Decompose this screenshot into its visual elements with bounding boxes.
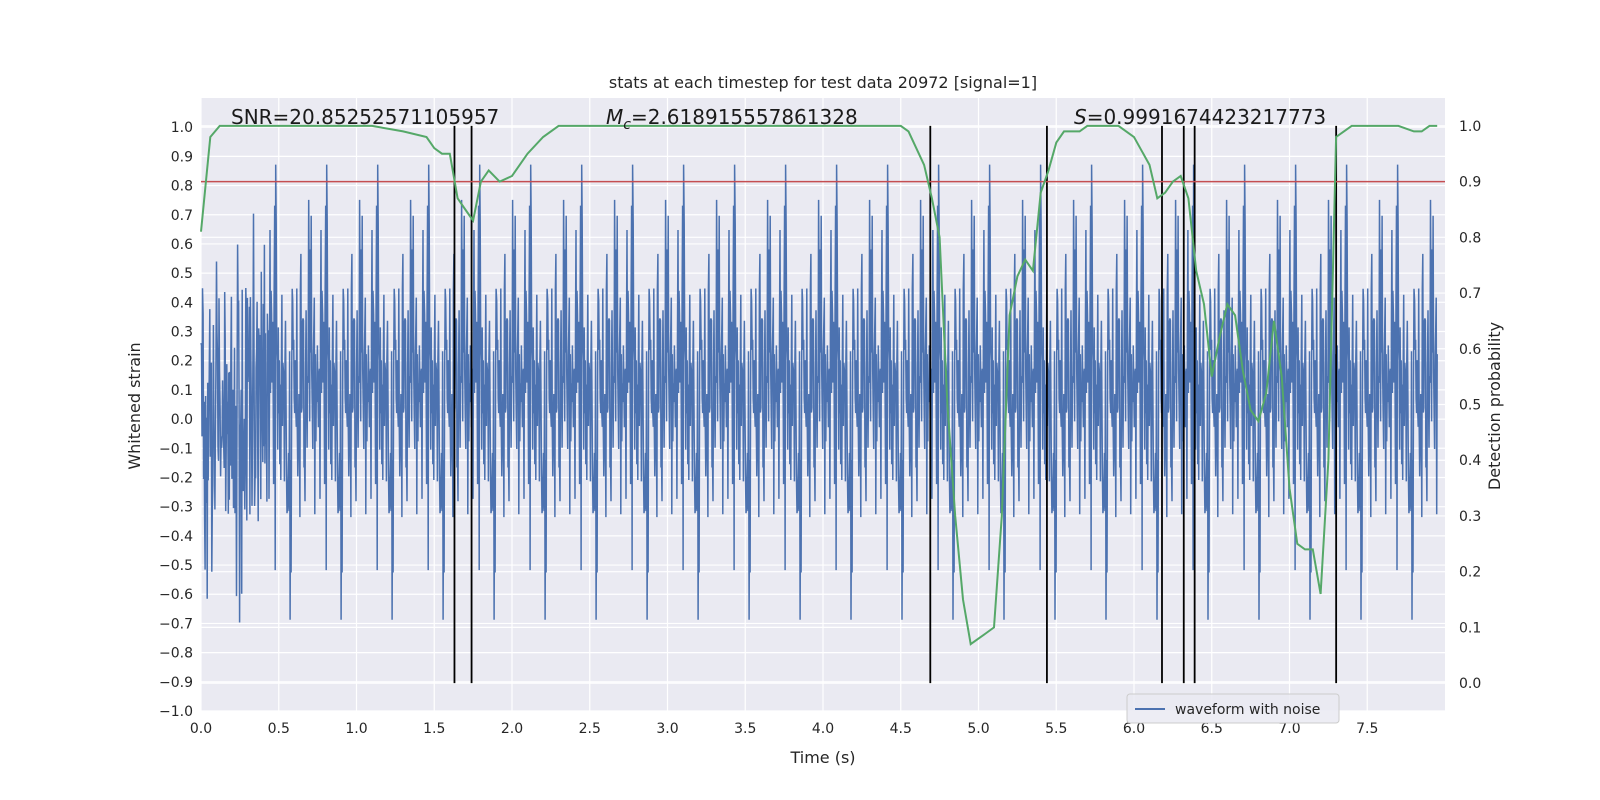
x-tick-label: 2.5 xyxy=(579,721,601,737)
y-tick-label: −0.4 xyxy=(159,529,193,545)
y2-ticks: 0.0 0.1 0.2 0.3 0.4 0.5 0.6 0.7 0.8 0.9 1.0 xyxy=(1459,119,1481,692)
x-tick-label: 2.0 xyxy=(501,721,523,737)
vertical-markers xyxy=(453,125,1338,684)
y-tick-label: 0.1 xyxy=(171,383,193,399)
x-tick-label: 4.0 xyxy=(812,721,834,737)
s-value: =0.9991674423217773 xyxy=(1087,105,1326,129)
y2-tick-label: 0.6 xyxy=(1459,342,1481,358)
s-annotation: S=0.9991674423217773 xyxy=(1074,105,1326,129)
x-tick-label: 6.0 xyxy=(1123,721,1145,737)
probability-series xyxy=(200,124,1438,646)
y-tick-label: −0.7 xyxy=(159,616,193,632)
y2-tick-label: 0.7 xyxy=(1459,286,1481,302)
y-tick-label: −0.8 xyxy=(159,646,193,662)
chart-title: stats at each timestep for test data 209… xyxy=(609,73,1037,92)
x-tick-label: 5.0 xyxy=(967,721,989,737)
snr-annotation: SNR=20.85252571105957 xyxy=(231,105,499,129)
x-tick-label: 0.5 xyxy=(268,721,290,737)
y-tick-label: 1.0 xyxy=(171,120,193,136)
x-tick-label: 7.0 xyxy=(1278,721,1300,737)
y2-tick-label: 0.5 xyxy=(1459,398,1481,414)
x-axis-label: Time (s) xyxy=(789,748,855,767)
y-axis-label: Whitened strain xyxy=(125,342,144,469)
y2-tick-label: 0.3 xyxy=(1459,509,1481,525)
y-tick-label: 0.4 xyxy=(171,295,193,311)
strain-line xyxy=(200,164,1438,623)
y-tick-label: 0.6 xyxy=(171,237,193,253)
y-ticks: −1.0 −0.9 −0.8 −0.7 −0.6 −0.5 −0.4 −0.3 −0.2 −0.1… xyxy=(159,120,193,720)
strain-series xyxy=(200,164,1438,623)
x-tick-label: 3.5 xyxy=(734,721,756,737)
y2-tick-label: 0.0 xyxy=(1459,676,1481,692)
x-tick-label: 1.5 xyxy=(423,721,445,737)
x-tick-label: 7.5 xyxy=(1356,721,1378,737)
s-symbol: S xyxy=(1074,105,1087,129)
y-tick-label: −0.1 xyxy=(159,441,193,457)
y-tick-label: 0.8 xyxy=(171,179,193,195)
y2-tick-label: 1.0 xyxy=(1459,119,1481,135)
x-tick-label: 5.5 xyxy=(1045,721,1067,737)
y2-axis-label: Detection probability xyxy=(1485,322,1504,490)
y2-tick-label: 0.4 xyxy=(1459,453,1481,469)
y-tick-label: −0.5 xyxy=(159,558,193,574)
chirp-mass-annotation: Mc=2.618915557861328 xyxy=(606,105,858,133)
x-tick-label: 6.5 xyxy=(1201,721,1223,737)
x-tick-label: 4.5 xyxy=(890,721,912,737)
y-tick-label: 0.3 xyxy=(171,325,193,341)
y-tick-label: 0.5 xyxy=(171,266,193,282)
y2-tick-label: 0.2 xyxy=(1459,565,1481,581)
x-tick-label: 0.0 xyxy=(190,721,212,737)
x-tick-label: 3.0 xyxy=(656,721,678,737)
y-tick-label: 0.9 xyxy=(171,149,193,165)
probability-line xyxy=(200,124,1438,646)
y-tick-label: −0.2 xyxy=(159,470,193,486)
x-tick-label: 1.0 xyxy=(345,721,367,737)
x-ticks: 0.0 0.5 1.0 1.5 2.0 2.5 3.0 3.5 4.0 4.5 5.0 5.5 6.0 6… xyxy=(190,721,1379,737)
y2-tick-label: 0.8 xyxy=(1459,230,1481,246)
y2-tick-label: 0.9 xyxy=(1459,175,1481,191)
chirp-mass-subscript: c xyxy=(623,117,631,133)
y-tick-label: −1.0 xyxy=(159,704,193,720)
y-tick-label: −0.3 xyxy=(159,500,193,516)
legend: waveform with noise xyxy=(1126,693,1340,724)
legend-box xyxy=(1126,693,1340,724)
y-tick-label: −0.6 xyxy=(159,587,193,603)
y-tick-label: 0.0 xyxy=(171,412,193,428)
y-tick-label: 0.2 xyxy=(171,354,193,370)
chirp-mass-value: =2.618915557861328 xyxy=(631,105,858,129)
y2-tick-label: 0.1 xyxy=(1459,620,1481,636)
legend-label: waveform with noise xyxy=(1175,702,1320,718)
chirp-mass-symbol: M xyxy=(606,105,623,129)
y-tick-label: 0.7 xyxy=(171,208,193,224)
y-tick-label: −0.9 xyxy=(159,675,193,691)
